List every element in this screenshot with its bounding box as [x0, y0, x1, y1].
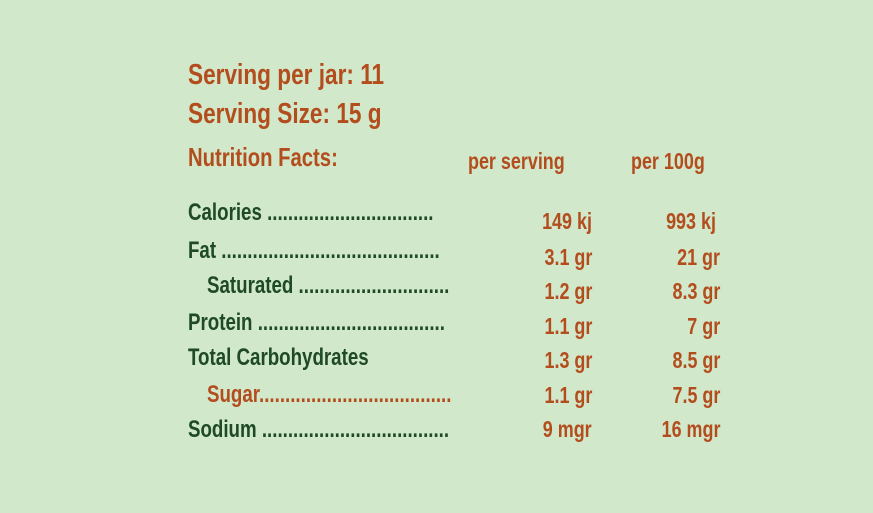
row-sodium-per-100g: 16 mgr — [661, 416, 720, 442]
row-carbohydrates-per-serving: 1.3 gr — [544, 347, 592, 373]
serving-size: Serving Size: 15 g — [188, 98, 382, 130]
row-label-fat: Fat ....................................… — [188, 237, 440, 264]
row-protein-per-100g: 7 gr — [687, 313, 720, 339]
row-saturated-per-100g: 8.3 gr — [672, 278, 720, 304]
row-sodium-per-serving: 9 mgr — [543, 416, 592, 442]
column-header-per-serving: per serving — [468, 148, 565, 174]
row-protein-per-serving: 1.1 gr — [544, 313, 592, 339]
row-calories-per-serving: 149 kj — [542, 208, 592, 234]
row-label-saturated: Saturated ............................. — [207, 272, 450, 299]
row-fat-per-serving: 3.1 gr — [544, 244, 592, 270]
row-saturated-per-serving: 1.2 gr — [544, 278, 592, 304]
row-label-total-carbohydrates: Total Carbohydrates — [188, 344, 369, 371]
row-carbohydrates-per-100g: 8.5 gr — [672, 347, 720, 373]
row-label-calories: Calories ...............................… — [188, 199, 434, 226]
row-sugar-per-100g: 7.5 gr — [672, 382, 720, 408]
column-header-per-100g: per 100g — [631, 148, 705, 174]
row-label-protein: Protein ................................… — [188, 309, 445, 336]
nutrition-facts-title: Nutrition Facts: — [188, 142, 338, 172]
row-sugar-per-serving: 1.1 gr — [544, 382, 592, 408]
row-calories-per-100g: 993 kj — [666, 208, 716, 234]
row-fat-per-100g: 21 gr — [677, 244, 720, 270]
row-label-sodium: Sodium .................................… — [188, 416, 450, 443]
serving-per-jar: Serving per jar: 11 — [188, 59, 385, 91]
row-label-sugar: Sugar...................................… — [207, 381, 452, 408]
